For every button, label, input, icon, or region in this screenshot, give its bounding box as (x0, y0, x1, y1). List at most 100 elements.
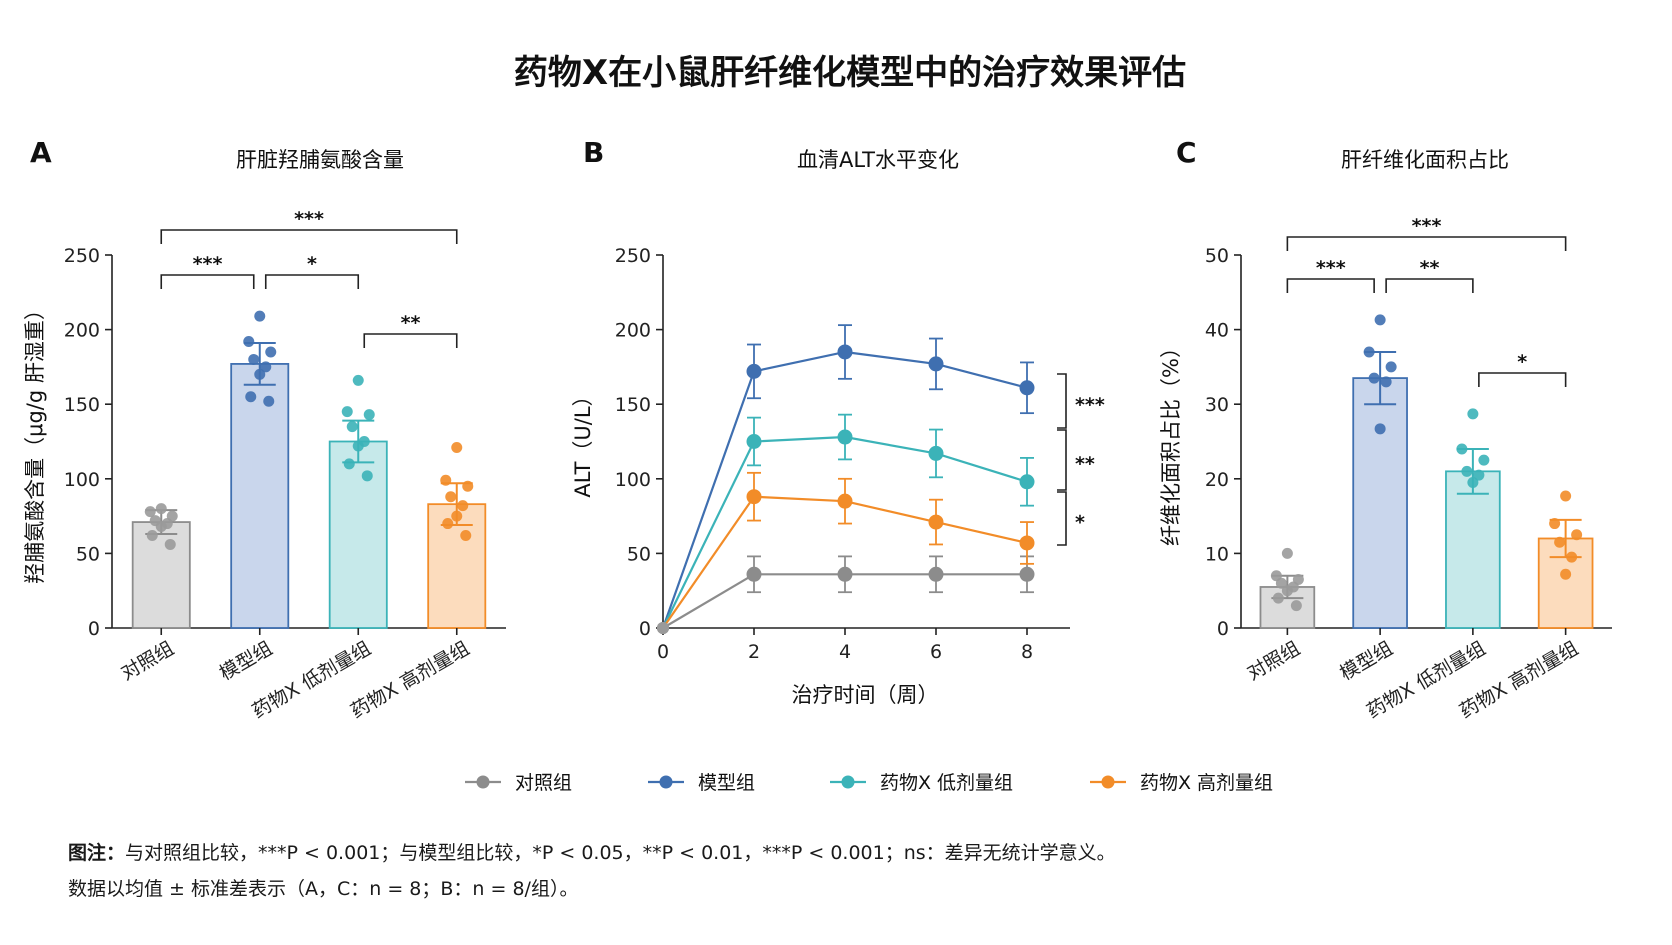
significance-bracket (1286, 236, 1567, 251)
significance-bracket (264, 274, 360, 289)
significance-label: *** (1075, 394, 1105, 416)
panel-label: A (30, 136, 52, 169)
data-point (1478, 454, 1490, 466)
y-tick-label: 100 (64, 469, 100, 491)
y-tick-label: 0 (639, 618, 651, 640)
data-point (837, 429, 853, 445)
data-point (245, 391, 257, 403)
data-point (263, 395, 275, 407)
legend-marker (476, 775, 490, 789)
significance-label: ** (401, 312, 421, 334)
figure-note-line2: 数据以均值 ± 标准差表示（A，C：n = 8；B：n = 8/组）。 (68, 878, 579, 900)
data-point (460, 529, 472, 541)
y-tick-label: 250 (64, 245, 100, 267)
legend-marker (659, 775, 673, 789)
legend-label: 药物X 高剂量组 (1140, 772, 1273, 794)
y-axis-label: 纤维化面积占比（%） (1159, 337, 1183, 546)
legend: 对照组 模型组 药物X 低剂量组 药物X 高剂量组 (465, 772, 1273, 794)
data-point (1571, 529, 1583, 541)
y-tick-label: 10 (1205, 543, 1229, 565)
significance-bracket (1385, 278, 1474, 293)
x-tick-label: 2 (748, 641, 760, 663)
data-point (1281, 585, 1293, 597)
figure-title: 药物X在小鼠肝纤维化模型中的治疗效果评估 (514, 53, 1186, 93)
data-point (343, 458, 355, 470)
legend-label: 药物X 低剂量组 (880, 772, 1013, 794)
y-tick-label: 0 (88, 618, 100, 640)
data-point (144, 506, 156, 518)
data-point (837, 493, 853, 509)
significance-bracket (1478, 372, 1567, 387)
significance-bracket (160, 274, 255, 289)
data-point (1456, 443, 1468, 455)
data-point (746, 489, 762, 505)
y-tick-label: 30 (1205, 394, 1229, 416)
y-tick-label: 50 (1205, 245, 1229, 267)
data-point (1374, 423, 1386, 435)
data-point (254, 368, 266, 380)
bar (328, 440, 388, 629)
data-point (1467, 408, 1479, 420)
significance-label: *** (294, 208, 324, 230)
significance-label: * (1075, 512, 1085, 534)
data-point (746, 363, 762, 379)
data-point (451, 510, 463, 522)
data-point (462, 480, 474, 492)
y-tick-label: 100 (615, 469, 651, 491)
data-point (1363, 346, 1375, 358)
y-tick-label: 20 (1205, 469, 1229, 491)
data-point (1560, 568, 1572, 580)
x-tick-label: 模型组 (1336, 637, 1396, 685)
data-point (837, 566, 853, 582)
figure-note-label: 图注： (68, 842, 126, 864)
bar (230, 363, 290, 629)
data-point (442, 518, 454, 530)
data-point (352, 374, 364, 386)
panel-title: 肝纤维化面积占比 (1341, 148, 1509, 172)
data-point (1554, 536, 1566, 548)
x-tick-label: 8 (1021, 641, 1033, 663)
y-axis-label: 羟脯氨酸含量（μg/g 肝湿重） (23, 299, 47, 584)
panel-label: B (583, 136, 604, 169)
data-point (928, 566, 944, 582)
significance-bracket (1286, 278, 1375, 293)
significance-bracket (363, 333, 458, 348)
significance-label: ** (1420, 257, 1440, 279)
data-point (155, 521, 167, 533)
data-point (445, 491, 457, 503)
data-point (146, 529, 158, 541)
significance-label: * (1517, 351, 1527, 373)
x-tick-label: 4 (839, 641, 851, 663)
bar (427, 503, 487, 629)
data-point (260, 361, 272, 373)
panel-title: 血清ALT水平变化 (797, 148, 959, 172)
panel-b: B 血清ALT水平变化 0 50 100 150 200 250 0 2 4 6 8 治疗时间（周） ALT… (571, 136, 1105, 707)
data-point (457, 500, 469, 512)
y-tick-label: 150 (64, 394, 100, 416)
legend-label: 对照组 (515, 772, 572, 794)
data-point (1275, 577, 1287, 589)
data-point (928, 356, 944, 372)
significance-bracket (1057, 491, 1067, 546)
data-point (837, 344, 853, 360)
data-point (1549, 518, 1561, 530)
data-point (1019, 535, 1035, 551)
data-point (346, 421, 358, 433)
y-tick-label: 40 (1205, 320, 1229, 342)
significance-bracket (1057, 429, 1067, 491)
significance-label: *** (1316, 257, 1346, 279)
data-point (1281, 547, 1293, 559)
series-line (662, 435, 1028, 629)
x-tick-label: 0 (657, 641, 669, 663)
data-point (440, 474, 452, 486)
data-point (1019, 474, 1035, 490)
data-point (341, 406, 353, 418)
panel-title: 肝脏羟脯氨酸含量 (236, 148, 404, 172)
y-tick-label: 200 (64, 320, 100, 342)
data-point (746, 434, 762, 449)
data-point (1374, 314, 1386, 326)
y-axis-label: ALT（U/L） (571, 385, 595, 497)
significance-bracket (1057, 373, 1067, 429)
x-axis-label: 治疗时间（周） (792, 683, 939, 707)
